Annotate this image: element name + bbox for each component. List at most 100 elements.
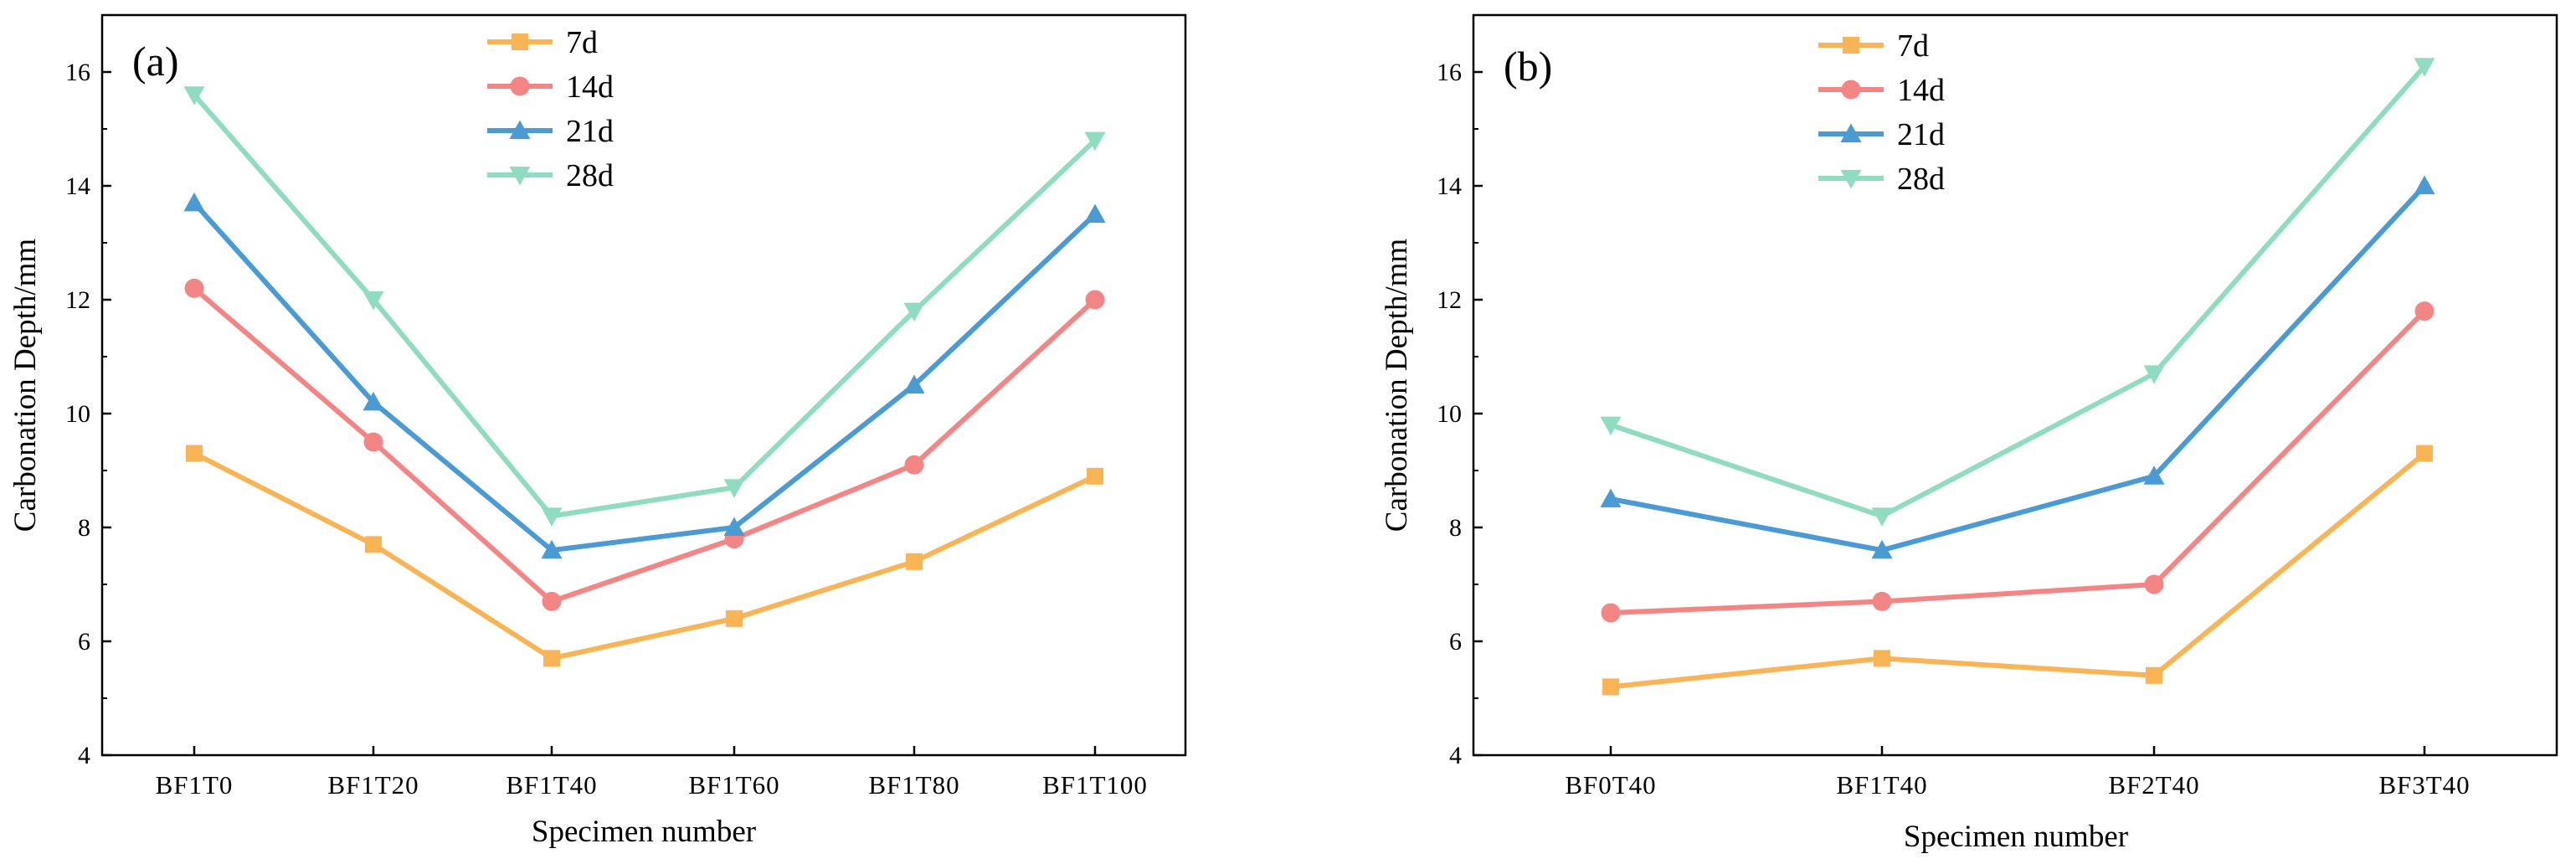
panel-label: (b): [1504, 43, 1552, 90]
data-point-14d: [1085, 290, 1105, 310]
y-tick-label: 6: [1449, 628, 1462, 656]
y-tick-label: 16: [65, 59, 90, 86]
legend-marker-7d: [512, 33, 528, 50]
y-tick-label: 10: [65, 400, 90, 428]
legend-entry: 21d: [566, 114, 614, 149]
legend-entry: 14d: [566, 69, 614, 105]
legend-entry: 21d: [1897, 117, 1945, 152]
data-point-28d: [2414, 58, 2435, 77]
x-tick-label: BF0T40: [1565, 770, 1656, 800]
data-point-21d: [541, 539, 563, 559]
data-point-28d: [183, 86, 205, 105]
series-line-7d: [1610, 451, 2426, 690]
data-point-14d: [542, 591, 562, 611]
y-tick-label: 8: [1449, 514, 1462, 542]
data-point-28d: [723, 479, 745, 498]
legend-marker-14d: [1841, 80, 1861, 100]
legend-marker-7d: [1843, 37, 1859, 54]
series-21d: [1600, 175, 2435, 559]
data-point-28d: [362, 291, 384, 311]
series-line-21d: [1610, 183, 2427, 553]
legend: 7d 14d 21d 28d: [487, 25, 614, 193]
x-tick-label: BF1T20: [327, 770, 419, 800]
series-28d: [1600, 58, 2435, 527]
x-tick-label: BF1T60: [688, 770, 779, 800]
series-line-21d: [192, 201, 1098, 553]
legend-marker-21d: [509, 120, 531, 139]
legend-marker-28d: [509, 167, 531, 186]
data-point-7d: [726, 609, 743, 627]
data-point-21d: [2414, 175, 2435, 194]
data-point-14d: [363, 432, 383, 452]
x-tick-label: BF1T0: [156, 770, 234, 800]
series-line-14d: [193, 286, 1098, 604]
data-point-21d: [1871, 539, 1893, 559]
data-point-7d: [1602, 678, 1619, 696]
panel-b: 4 6 8 10 12 14 16 BF0T40 BF1T40 BF2T40 BF3T40 Carbo…: [1380, 13, 2558, 854]
data-point-28d: [1600, 416, 1622, 436]
series-7d: [1602, 445, 2433, 696]
data-point-7d: [2146, 666, 2162, 684]
data-point-14d: [904, 455, 924, 475]
data-point-14d: [184, 278, 204, 298]
data-point-7d: [906, 553, 923, 570]
data-point-7d: [543, 650, 560, 667]
x-tick-label: BF1T80: [868, 770, 959, 800]
data-point-28d: [903, 302, 925, 322]
data-point-21d: [1600, 488, 1622, 507]
series-7d: [186, 445, 1103, 667]
legend-entry: 7d: [566, 25, 598, 60]
data-point-14d: [2414, 301, 2435, 321]
y-tick-label: 12: [1437, 286, 1462, 314]
data-point-14d: [1872, 591, 1892, 611]
plot-frame: [1472, 13, 2558, 757]
y-tick-label: 14: [1437, 172, 1462, 200]
y-axis-title: Carbonation Depth/mm: [1380, 239, 1414, 532]
legend-entry: 7d: [1897, 28, 1929, 64]
y-tick-label: 6: [78, 628, 90, 656]
y-tick-label: 12: [65, 286, 90, 314]
data-point-7d: [2416, 445, 2433, 462]
panel-a: 4 6 8 10 12 14 16 BF1T0 BF1T20 BF1T40 BF1T60 BF1T80…: [8, 13, 1187, 849]
data-point-28d: [1084, 131, 1106, 152]
x-tick-label: BF1T40: [506, 770, 597, 800]
data-point-21d: [903, 374, 925, 393]
data-point-14d: [1601, 603, 1621, 623]
x-axis-title: Specimen number: [1904, 820, 2128, 854]
legend-marker-14d: [510, 76, 530, 96]
x-tick-label: BF1T40: [1836, 770, 1927, 800]
data-point-7d: [186, 445, 203, 462]
panel-label: (a): [132, 38, 179, 85]
series-line-14d: [1610, 309, 2427, 615]
legend-entry: 28d: [566, 158, 614, 193]
series-line-7d: [193, 450, 1097, 661]
y-axis-title: Carbonation Depth/mm: [8, 239, 43, 532]
data-point-21d: [362, 391, 384, 411]
series-28d: [183, 86, 1106, 527]
legend-marker-28d: [1840, 170, 1862, 189]
legend-entry: 28d: [1897, 162, 1945, 197]
y-tick-label: 14: [65, 172, 90, 200]
series-21d: [183, 192, 1106, 559]
data-point-21d: [1084, 203, 1106, 223]
series-14d: [1601, 301, 2435, 623]
data-point-28d: [1871, 507, 1893, 527]
data-point-28d: [541, 507, 563, 527]
x-axis-title: Specimen number: [532, 815, 756, 849]
x-tick-label: BF1T100: [1042, 770, 1148, 800]
plot-frame: [100, 13, 1187, 757]
legend: 7d 14d 21d 28d: [1818, 28, 1945, 197]
data-point-21d: [183, 192, 205, 212]
data-point-28d: [2143, 365, 2165, 384]
data-point-7d: [365, 536, 382, 553]
y-tick-label: 16: [1437, 59, 1462, 86]
y-tick-label: 8: [78, 514, 90, 542]
data-point-21d: [2143, 465, 2165, 485]
legend-entry: 14d: [1897, 73, 1945, 108]
data-point-14d: [2144, 574, 2164, 594]
data-point-7d: [1087, 467, 1103, 485]
x-tick-label: BF3T40: [2378, 770, 2470, 800]
data-point-7d: [1874, 650, 1890, 667]
series-line-28d: [1610, 64, 2427, 519]
